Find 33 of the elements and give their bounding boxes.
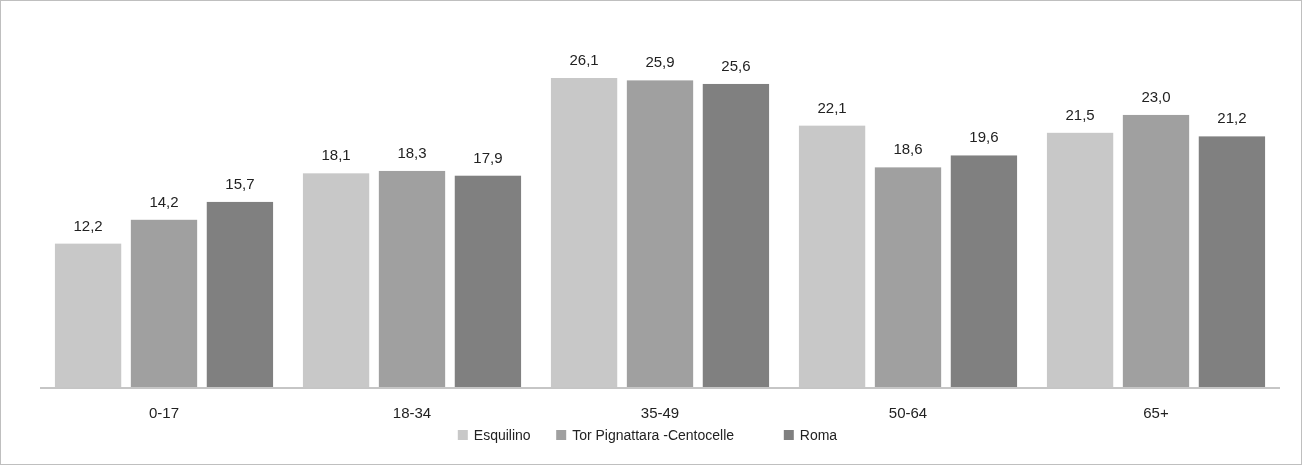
data-label: 25,9 — [645, 53, 675, 71]
data-label: 14,2 — [149, 192, 179, 210]
data-label: 22,1 — [817, 98, 847, 116]
bar — [1120, 112, 1192, 389]
data-label: 25,6 — [721, 56, 751, 74]
data-label: 17,9 — [473, 148, 503, 166]
bar — [624, 78, 696, 389]
legend-label: Roma — [799, 427, 838, 443]
bar — [128, 217, 200, 389]
bar — [52, 241, 124, 389]
x-tick-label: 50-64 — [888, 404, 928, 421]
bar — [548, 76, 620, 389]
data-label: 18,6 — [893, 140, 923, 158]
data-label: 19,6 — [969, 128, 999, 146]
bar — [1044, 130, 1116, 389]
data-label: 12,2 — [73, 216, 103, 234]
legend-label: Esquilino — [473, 427, 531, 443]
data-label: 26,1 — [569, 51, 599, 68]
data-label: 18,3 — [397, 143, 427, 161]
legend-label: Tor Pignattara -Centocelle — [572, 427, 735, 443]
data-label: 18,1 — [321, 146, 351, 164]
bar — [796, 123, 868, 389]
data-label: 23,0 — [1141, 87, 1171, 105]
x-tick-label: 0-17 — [148, 404, 180, 421]
bar — [376, 168, 448, 389]
data-label: 15,7 — [225, 174, 255, 192]
data-label: 21,2 — [1217, 109, 1247, 127]
x-tick-label: 35-49 — [640, 404, 680, 421]
bar — [300, 171, 372, 389]
bar — [872, 165, 944, 389]
x-tick-label: 65+ — [1143, 404, 1169, 421]
data-label: 21,5 — [1065, 105, 1095, 123]
x-tick-label: 18-34 — [392, 404, 432, 421]
